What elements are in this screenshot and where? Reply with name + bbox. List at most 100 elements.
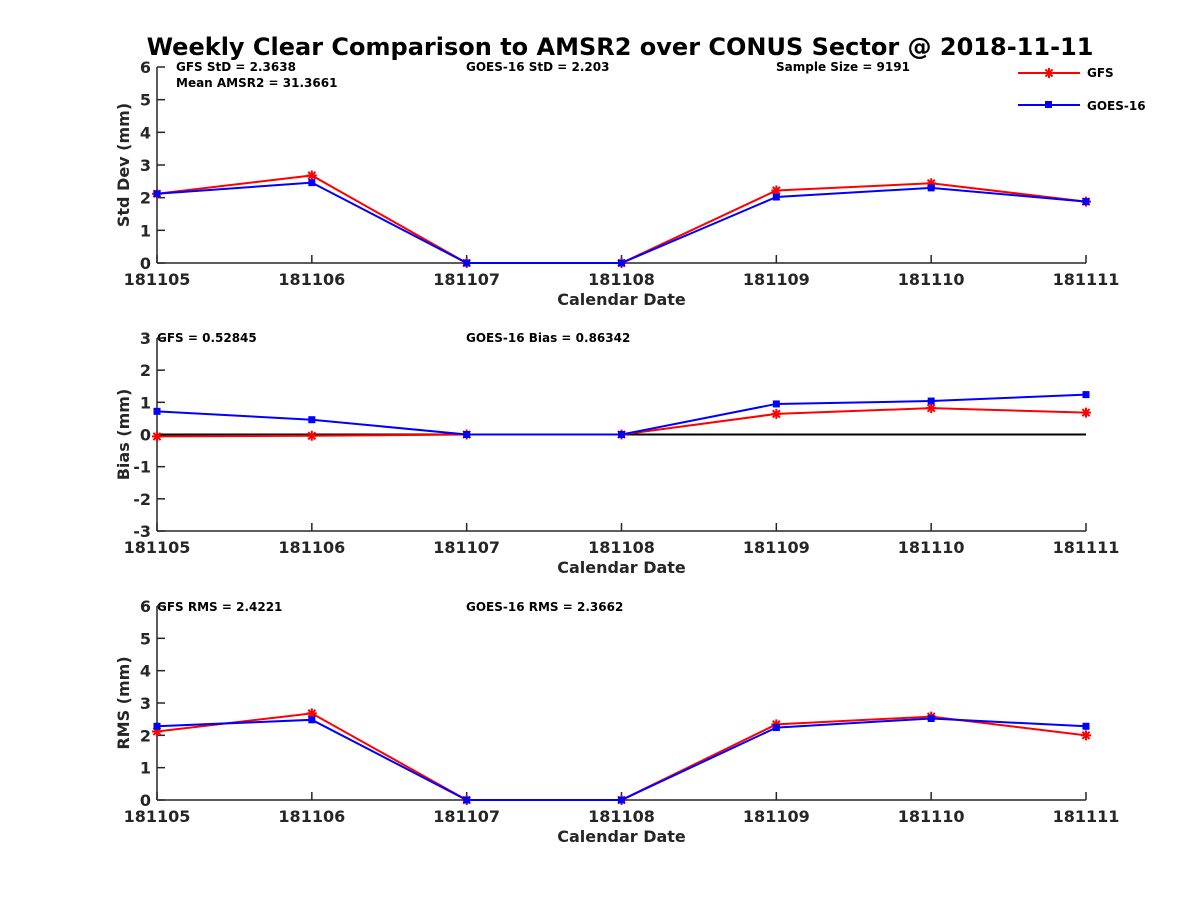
goes16-point [772,400,780,408]
goes16-series [153,179,1090,267]
y-tick-label: 0 [140,426,151,445]
x-axis-label: Calendar Date [557,558,686,577]
goes16-point [927,397,935,405]
y-tick-label: 4 [140,123,151,142]
goes-rms-annotation: GOES-16 RMS = 2.3662 [466,600,623,614]
gfs-line [156,712,1087,801]
x-tick-label: 181110 [898,807,965,826]
goes16-point [308,179,316,187]
y-tick-label: 0 [140,791,151,810]
goes16-series [153,391,1090,438]
x-tick-label: 181107 [433,270,500,289]
y-tick-label: 2 [140,361,151,380]
y-tick-label: -2 [133,490,151,509]
gfs-point [771,408,782,419]
chart-title: Weekly Clear Comparison to AMSR2 over CO… [147,33,1094,61]
y-tick-label: 2 [140,189,151,208]
legend-gfs-asterisk [1044,68,1054,78]
goes16-point [308,716,316,724]
gfs-point [1081,730,1091,741]
mean-amsr2-annotation: Mean AMSR2 = 31.3661 [176,76,337,90]
y-tick-label: 5 [140,629,151,648]
y-axis-label: Bias (mm) [114,389,133,481]
goes16-point [927,715,935,723]
goes16-point [153,190,161,198]
x-tick-label: 181108 [588,538,655,557]
y-axis-label: Std Dev (mm) [114,103,133,227]
x-tick-label: 181106 [278,807,345,826]
x-tick-label: 181110 [898,270,965,289]
gfs-point [306,170,317,181]
gfs-series [152,170,1091,268]
goes16-line [156,181,1087,264]
std-annotations: GFS StD = 2.3638 Mean AMSR2 = 31.3661 GO… [176,60,910,90]
gfs-rms-annotation: GFS RMS = 2.4221 [157,600,282,614]
goes-bias-annotation: GOES-16 Bias = 0.86342 [466,331,630,345]
x-tick-label: 181109 [743,807,810,826]
y-tick-label: 5 [140,91,151,110]
x-tick-label: 181111 [1053,807,1120,826]
y-tick-label: -3 [133,522,151,541]
legend-gfs-marker [1044,68,1054,78]
legend: GFS GOES-16 [1018,66,1146,113]
gfs-point [926,403,937,414]
legend-gfs-label: GFS [1087,66,1114,80]
x-tick-label: 181108 [588,270,655,289]
goes16-series [153,715,1090,804]
std-dev-panel: 0 1 2 3 4 5 6 181105 181106 181107 181108 181109 181… [114,58,1119,309]
y-tick-label: 3 [140,329,151,348]
y-tick-label: 1 [140,759,151,778]
gfs-series [152,708,1091,805]
bias-annotations: GFS = 0.52845 GOES-16 Bias = 0.86342 [157,331,630,345]
goes16-point [463,431,471,438]
goes16-point [1082,391,1090,399]
x-axis-label: Calendar Date [557,290,686,309]
y-tick-label: 4 [140,662,151,681]
y-axis-label: RMS (mm) [114,656,133,749]
goes16-point [772,193,780,201]
goes16-point [618,796,625,804]
gfs-point [152,431,162,442]
bias-panel: -3 -2 -1 0 1 2 3 181105 181106 181107 181108 181109… [114,329,1119,577]
goes16-point [463,259,471,267]
goes16-point [927,184,935,192]
x-tick-label: 181106 [278,270,345,289]
y-tick-label: 1 [140,393,151,412]
y-tick-label: 6 [140,58,151,77]
x-tick-label: 181107 [433,538,500,557]
x-tick-label: 181107 [433,807,500,826]
x-tick-label: 181105 [124,270,191,289]
x-tick-label: 181111 [1053,538,1120,557]
y-tick-label: -1 [133,458,151,477]
x-tick-label: 181108 [588,807,655,826]
x-tick-label: 181110 [898,538,965,557]
y-tick-label: 3 [140,156,151,175]
rms-panel: 0 1 2 3 4 5 6 181105 181106 181107 181108 181109 181… [114,597,1119,846]
goes16-line [156,717,1087,801]
goes16-point [772,724,780,732]
goes16-line [156,393,1087,436]
legend-goes-label: GOES-16 [1087,99,1146,113]
goes-std-annotation: GOES-16 StD = 2.203 [466,60,609,74]
goes16-point [618,431,625,438]
gfs-point [1081,407,1091,418]
gfs-point [306,708,317,719]
y-tick-label: 3 [140,694,151,713]
goes16-point [308,416,316,424]
rms-annotations: GFS RMS = 2.4221 GOES-16 RMS = 2.3662 [157,600,623,614]
gfs-point [306,430,317,441]
legend-goes-marker [1045,101,1052,108]
sample-size-annotation: Sample Size = 9191 [776,60,910,74]
gfs-bias-annotation: GFS = 0.52845 [157,331,257,345]
gfs-std-annotation: GFS StD = 2.3638 [176,60,296,74]
y-tick-label: 0 [140,254,151,273]
y-tick-label: 2 [140,726,151,745]
goes16-point [463,796,471,804]
x-tick-label: 181109 [743,538,810,557]
y-tick-label: 6 [140,597,151,616]
x-axis-label: Calendar Date [557,827,686,846]
x-tick-label: 181106 [278,538,345,557]
goes16-point [153,407,161,415]
